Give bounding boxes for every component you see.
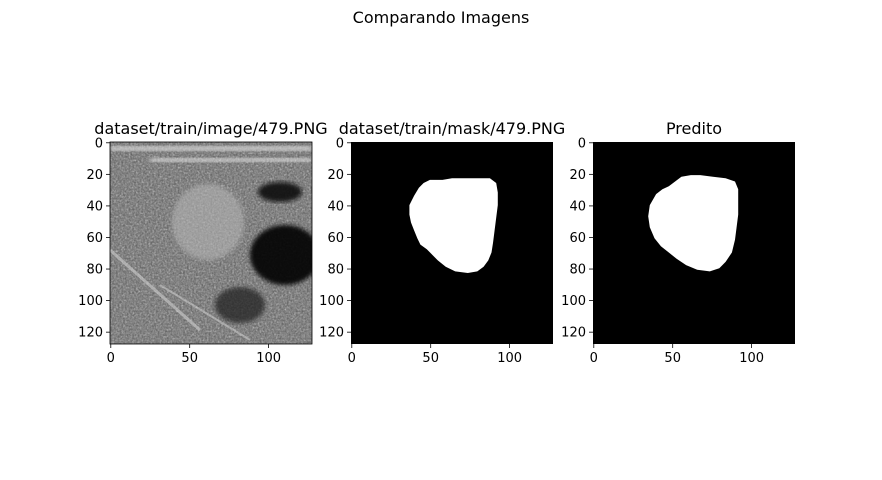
y-tick-label: 80 [327, 263, 344, 278]
figure-title: Comparando Imagens [353, 8, 530, 27]
panel-mask-title: dataset/train/mask/479.PNG [339, 119, 566, 138]
y-tick-label: 20 [569, 168, 586, 183]
panel-predicted-title: Predito [666, 119, 722, 138]
y-tick-label: 0 [578, 136, 586, 151]
y-tick-label: 0 [336, 136, 344, 151]
mask-region [409, 178, 498, 273]
y-tick-label: 60 [86, 231, 103, 246]
y-tick-label: 20 [86, 168, 103, 183]
x-tick-label: 50 [664, 351, 681, 366]
y-tick-label: 40 [569, 199, 586, 214]
panel-mask: dataset/train/mask/479.PNG 0 50 100 0 20 40 60… [319, 119, 565, 366]
x-tick-label: 50 [181, 351, 198, 366]
x-tick-label: 0 [348, 351, 356, 366]
y-tick-label: 40 [327, 199, 344, 214]
y-tick-label: 60 [327, 231, 344, 246]
x-tick-label: 0 [107, 351, 115, 366]
panel-image-title: dataset/train/image/479.PNG [94, 119, 327, 138]
y-tick-label: 60 [569, 231, 586, 246]
y-tick-label: 120 [319, 326, 344, 341]
y-tick-label: 100 [561, 294, 586, 309]
y-tick-label: 120 [78, 326, 103, 341]
y-tick-label: 20 [327, 168, 344, 183]
predicted-region [648, 175, 739, 272]
x-tick-label: 100 [739, 351, 764, 366]
x-tick-label: 50 [422, 351, 439, 366]
y-tick-label: 40 [86, 199, 103, 214]
x-tick-label: 0 [590, 351, 598, 366]
y-tick-label: 80 [569, 263, 586, 278]
x-tick-label: 100 [256, 351, 281, 366]
y-tick-label: 80 [86, 263, 103, 278]
ultrasound-image [110, 142, 312, 344]
panel-image: dataset/train/image/479.PNG 0 50 100 0 20 40 6… [78, 119, 328, 366]
y-tick-label: 120 [561, 326, 586, 341]
x-tick-label: 100 [497, 351, 522, 366]
panel-predicted: Predito 0 50 100 0 20 40 60 80 100 120 [561, 119, 795, 366]
y-tick-label: 0 [95, 136, 103, 151]
y-tick-label: 100 [319, 294, 344, 309]
y-tick-label: 100 [78, 294, 103, 309]
